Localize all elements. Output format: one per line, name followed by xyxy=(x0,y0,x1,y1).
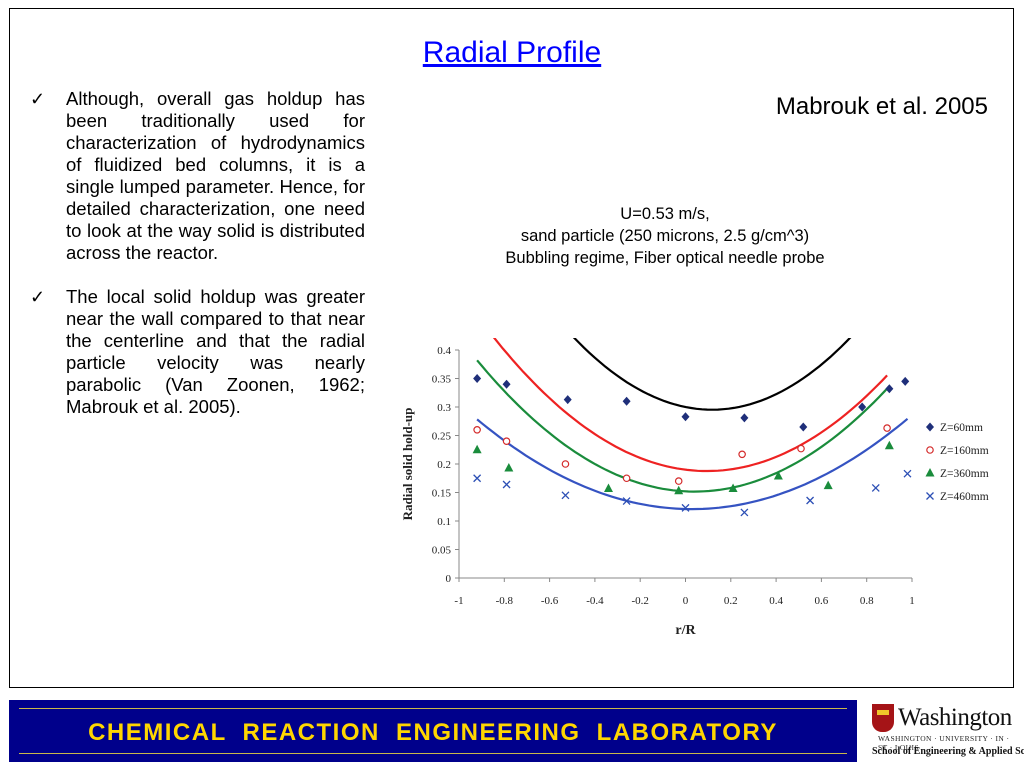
data-point xyxy=(740,508,749,517)
y-tick-label: 0.1 xyxy=(437,516,451,528)
y-tick-label: 0.4 xyxy=(437,345,451,357)
lab-name: CHEMICAL REACTION ENGINEERING LABORATORY xyxy=(88,719,778,746)
bullet-text: The local solid holdup was greater near … xyxy=(66,286,365,417)
x-tick-label: -0.2 xyxy=(631,595,648,607)
legend-marker xyxy=(926,492,934,500)
data-point xyxy=(728,483,738,493)
x-axis-title: r/R xyxy=(675,623,696,638)
y-tick-label: 0.15 xyxy=(432,488,452,500)
data-point xyxy=(472,444,482,454)
legend-marker xyxy=(925,468,935,477)
data-point xyxy=(561,491,570,500)
university-logo[interactable]: Washington WASHINGTON · UNIVERSITY · IN … xyxy=(872,704,1024,762)
data-point xyxy=(883,424,891,432)
data-point xyxy=(681,503,690,512)
data-point xyxy=(806,496,815,505)
data-point xyxy=(561,460,570,468)
data-point xyxy=(903,469,912,478)
data-point xyxy=(901,376,910,386)
y-axis-title: Radial solid hold-up xyxy=(400,408,415,521)
x-tick-label: -0.8 xyxy=(496,595,514,607)
checkmark-icon: ✓ xyxy=(30,89,46,109)
data-point xyxy=(563,395,572,405)
y-tick-label: 0.2 xyxy=(437,459,451,471)
trend-curve xyxy=(572,338,852,411)
data-point xyxy=(738,450,746,459)
trend-curve xyxy=(476,417,909,511)
data-point xyxy=(773,470,783,480)
x-tick-label: -1 xyxy=(454,595,463,607)
y-tick-label: 0.3 xyxy=(437,402,451,414)
y-tick-label: 0.25 xyxy=(432,431,452,443)
data-point xyxy=(622,497,631,506)
data-point xyxy=(871,483,880,492)
x-tick-label: 0.8 xyxy=(860,595,874,607)
x-tick-label: 0 xyxy=(683,595,689,607)
logo-school: School of Engineering & Applied Science xyxy=(872,746,1024,757)
data-point xyxy=(885,384,894,394)
chart-caption: U=0.53 m/s, sand particle (250 microns, … xyxy=(460,203,870,269)
data-point xyxy=(603,483,613,493)
radial-holdup-chart: 0 0.05 0.1 0.15 0.2 0.25 0.3 0.35 0.4 -1 -0.8 -0.6 -… xyxy=(400,338,989,638)
trend-curve xyxy=(476,359,891,493)
caption-line: Bubbling regime, Fiber optical needle pr… xyxy=(505,249,825,267)
logo-name: Washington xyxy=(898,704,1012,731)
data-point xyxy=(681,412,690,422)
data-point xyxy=(622,396,631,406)
data-point xyxy=(502,480,511,489)
data-point xyxy=(799,422,808,432)
slide-title[interactable]: Radial Profile xyxy=(422,36,602,69)
y-tick-label: 0.35 xyxy=(432,374,452,386)
bullet-item: ✓ Although, overall gas holdup has been … xyxy=(30,88,365,264)
bullet-item: ✓ The local solid holdup was greater nea… xyxy=(30,286,365,418)
legend-label: Z=360mm xyxy=(940,468,989,480)
legend-marker xyxy=(926,422,934,432)
legend-label: Z=60mm xyxy=(940,422,983,434)
checkmark-icon: ✓ xyxy=(30,287,46,307)
data-point xyxy=(740,413,749,423)
legend-label: Z=460mm xyxy=(940,491,989,503)
data-point xyxy=(797,444,805,453)
university-crest-icon xyxy=(872,704,894,732)
slide-frame xyxy=(9,8,1014,688)
x-tick-label: -0.6 xyxy=(541,595,559,607)
legend-marker xyxy=(926,446,934,454)
y-tick-label: 0 xyxy=(446,573,452,585)
logo-subtitle: WASHINGTON · UNIVERSITY · IN · ST · LOUI… xyxy=(878,734,1010,752)
x-tick-label: 0.4 xyxy=(769,595,783,607)
data-point xyxy=(504,462,514,472)
x-tick-label: 0.2 xyxy=(724,595,738,607)
data-point xyxy=(473,374,482,383)
author-citation: Mabrouk et al. 2005 xyxy=(775,93,988,120)
data-point xyxy=(502,379,511,389)
footer-rule xyxy=(19,708,847,709)
data-point xyxy=(622,474,631,483)
bullet-list: ✓ Although, overall gas holdup has been … xyxy=(30,88,365,440)
data-point xyxy=(502,437,511,446)
data-point xyxy=(884,440,894,450)
x-tick-label: 1 xyxy=(909,595,915,607)
y-tick-label: 0.05 xyxy=(432,545,452,557)
x-tick-label: -0.4 xyxy=(586,595,604,607)
data-point xyxy=(674,477,683,485)
bullet-text: Although, overall gas holdup has been tr… xyxy=(66,88,365,263)
caption-line: sand particle (250 microns, 2.5 g/cm^3) xyxy=(520,227,810,245)
legend-label: Z=160mm xyxy=(940,445,989,457)
footer-rule xyxy=(19,753,847,754)
footer-bar: CHEMICAL REACTION ENGINEERING LABORATORY xyxy=(9,700,857,762)
x-tick-label: 0.6 xyxy=(815,595,829,607)
trend-curve xyxy=(492,338,888,473)
data-point xyxy=(674,485,684,495)
data-point xyxy=(473,426,481,434)
data-point xyxy=(823,480,833,490)
data-point xyxy=(473,474,482,483)
data-point xyxy=(858,402,867,412)
caption-line: U=0.53 m/s, xyxy=(620,205,710,223)
